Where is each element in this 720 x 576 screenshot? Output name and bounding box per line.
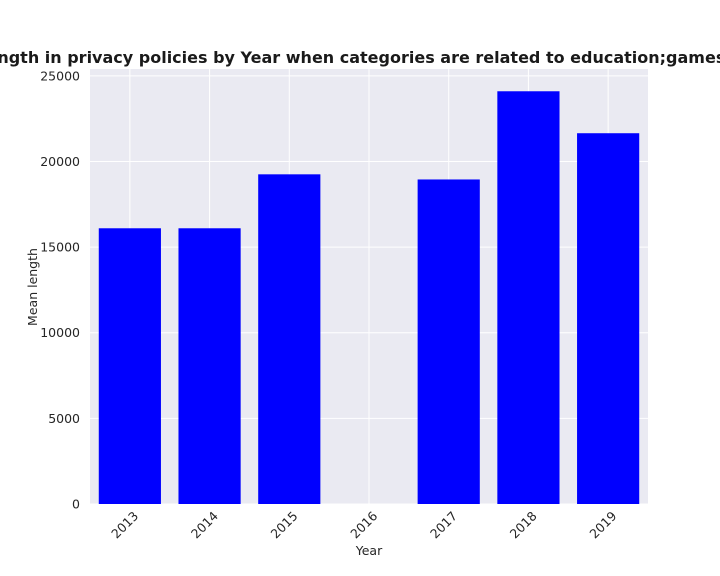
x-tick-label: 2015	[268, 508, 301, 541]
chart-title: Mean length in privacy policies by Year …	[0, 48, 720, 67]
bar-2015	[258, 174, 321, 504]
y-tick-label: 0	[72, 497, 80, 512]
y-tick-label: 20000	[40, 154, 80, 169]
x-tick-labels: 2013 2014 2015 2016 2017 2018 2019	[108, 508, 619, 541]
y-tick-label: 5000	[48, 411, 80, 426]
x-tick-label: 2016	[347, 508, 380, 541]
bar-2019	[577, 133, 640, 504]
bar-2014	[178, 228, 241, 504]
bar-2013	[98, 228, 161, 504]
y-tick-label: 15000	[40, 240, 80, 255]
bar-2018	[497, 91, 560, 504]
y-axis-label: Mean length	[25, 248, 40, 326]
y-tick-label: 25000	[40, 68, 80, 83]
x-tick-label: 2014	[188, 508, 221, 541]
bar-2017	[417, 179, 480, 505]
x-tick-label: 2013	[108, 508, 141, 541]
bars	[98, 91, 640, 505]
y-tick-labels: 0 5000 10000 15000 20000 25000	[40, 68, 80, 511]
x-tick-label: 2017	[427, 508, 460, 541]
x-axis-label: Year	[355, 543, 383, 558]
x-tick-label: 2018	[507, 508, 540, 541]
x-tick-label: 2019	[586, 508, 619, 541]
y-tick-label: 10000	[40, 325, 80, 340]
